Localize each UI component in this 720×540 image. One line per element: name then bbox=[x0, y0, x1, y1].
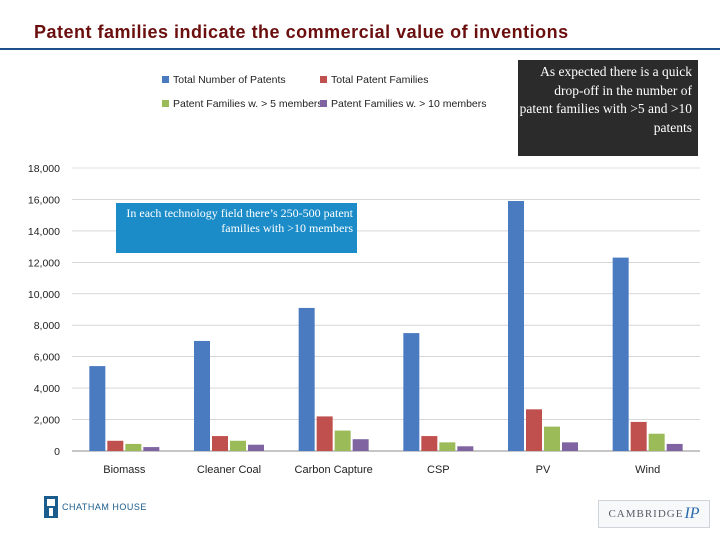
bar bbox=[526, 409, 542, 451]
bar bbox=[316, 416, 333, 451]
grouped-bar-chart: 0 2,000 4,000 6,000 8,000 10,000 12,000 14,000 1… bbox=[28, 74, 700, 476]
bar bbox=[230, 440, 246, 451]
bar bbox=[194, 340, 210, 451]
cambridge-ip-logo: CAMBRIDGE IP bbox=[598, 500, 710, 528]
bar bbox=[630, 421, 647, 451]
legend-swatch bbox=[162, 76, 169, 83]
x-category-label: PV bbox=[536, 464, 551, 476]
chatham-house-logo-text: CHATHAM HOUSE bbox=[62, 502, 147, 512]
bar bbox=[544, 426, 560, 451]
legend-label: Patent Families w. > 10 members bbox=[331, 98, 487, 110]
y-tick-label: 8,000 bbox=[34, 320, 60, 332]
y-tick-label: 12,000 bbox=[28, 257, 60, 269]
chatham-house-logo: CHATHAM HOUSE bbox=[44, 496, 147, 518]
legend-swatch bbox=[320, 100, 327, 107]
bar bbox=[334, 430, 351, 451]
x-category-label: CSP bbox=[427, 464, 450, 476]
bar bbox=[508, 201, 524, 451]
slide-title: Patent families indicate the commercial … bbox=[34, 22, 569, 42]
x-category-label: Cleaner Coal bbox=[197, 464, 261, 476]
bar bbox=[403, 333, 420, 451]
bar bbox=[107, 440, 124, 451]
y-tick-label: 6,000 bbox=[34, 352, 60, 364]
y-tick-label: 16,000 bbox=[28, 194, 60, 206]
y-tick-label: 4,000 bbox=[34, 383, 60, 395]
y-tick-label: 10,000 bbox=[28, 289, 60, 301]
bar bbox=[212, 436, 228, 451]
bar bbox=[648, 433, 665, 451]
bar bbox=[612, 257, 629, 451]
legend-swatch bbox=[320, 76, 327, 83]
x-category-label: Carbon Capture bbox=[295, 464, 373, 476]
bar bbox=[352, 439, 369, 451]
bar bbox=[298, 307, 315, 451]
bar bbox=[248, 444, 264, 451]
bar bbox=[143, 447, 160, 451]
bar bbox=[562, 442, 578, 451]
bar bbox=[439, 442, 456, 451]
y-tick-label: 18,000 bbox=[28, 163, 60, 175]
y-tick-label: 0 bbox=[54, 446, 60, 458]
x-category-label: Biomass bbox=[103, 464, 146, 476]
cambridge-logo-text: CAMBRIDGE bbox=[608, 508, 684, 520]
title-divider bbox=[0, 48, 720, 50]
callout-families-note: In each technology field there’s 250-500… bbox=[116, 203, 357, 253]
chatham-house-mark-icon bbox=[44, 496, 58, 518]
bar bbox=[89, 366, 106, 451]
y-tick-label: 14,000 bbox=[28, 226, 60, 238]
callout-dropoff-note: As expected there is a quick drop-off in… bbox=[518, 60, 698, 156]
legend-label: Total Patent Families bbox=[331, 74, 428, 86]
bar bbox=[666, 443, 683, 451]
bar bbox=[457, 446, 474, 451]
legend-swatch bbox=[162, 100, 169, 107]
legend-label: Patent Families w. > 5 members bbox=[173, 98, 323, 110]
bar bbox=[125, 443, 142, 451]
bar bbox=[421, 436, 438, 451]
y-tick-label: 2,000 bbox=[34, 415, 60, 427]
legend-label: Total Number of Patents bbox=[173, 74, 286, 86]
cambridge-logo-ip: IP bbox=[684, 505, 700, 522]
x-category-label: Wind bbox=[635, 464, 660, 476]
